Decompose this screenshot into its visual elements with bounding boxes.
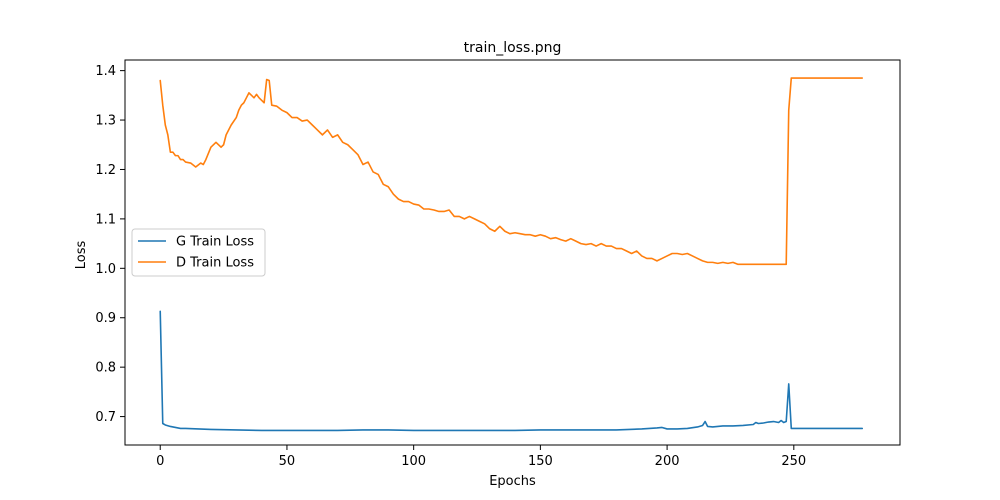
x-axis: 0 50 100 150 200 250 [156, 445, 806, 469]
y-tick-label: 1.0 [95, 262, 116, 277]
y-axis: 0.7 0.8 0.9 1.0 1.1 1.2 1.3 1.4 [95, 64, 125, 425]
plot-frame [124, 59, 901, 446]
chart-title: train_loss.png [464, 40, 562, 56]
x-tick-label: 100 [401, 454, 426, 469]
x-tick-label: 50 [279, 454, 296, 469]
y-tick-label: 0.8 [95, 361, 116, 376]
y-tick-label: 1.1 [95, 212, 116, 227]
y-tick-label: 1.2 [95, 163, 116, 178]
x-tick-label: 200 [655, 454, 680, 469]
x-tick-label: 0 [156, 454, 164, 469]
x-tick-label: 250 [781, 454, 806, 469]
y-tick-label: 0.7 [95, 410, 116, 425]
series-line-g-train-loss [159, 310, 864, 432]
y-tick-label: 0.9 [95, 311, 116, 326]
y-tick-label: 1.4 [95, 64, 116, 79]
series-group [159, 77, 864, 432]
series-line-d-train-loss [159, 77, 864, 266]
y-tick-label: 1.3 [95, 114, 116, 129]
legend-entry-label: D Train Loss [176, 256, 254, 271]
legend-entry-label: G Train Loss [176, 235, 254, 250]
x-tick-label: 150 [528, 454, 553, 469]
plot-area [124, 59, 901, 446]
legend: G Train Loss D Train Loss [131, 228, 266, 277]
x-axis-label: Epochs [489, 474, 536, 489]
y-axis-label: Loss [74, 241, 89, 270]
